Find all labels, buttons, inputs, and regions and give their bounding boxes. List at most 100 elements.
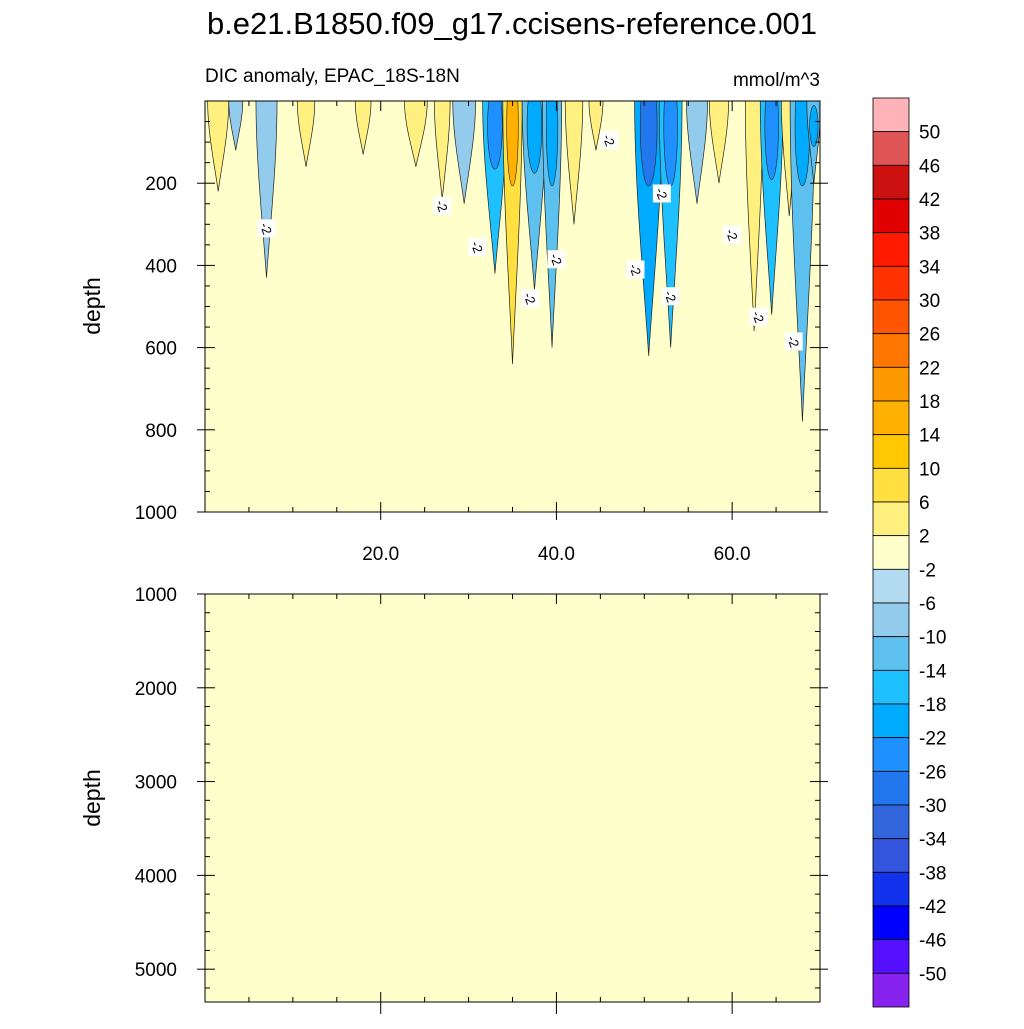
contour-label-8: -2: [661, 287, 680, 306]
colorbar-label-20: -30: [919, 796, 946, 817]
svg-text:-2: -2: [723, 227, 741, 243]
colorbar-box-13: [872, 535, 910, 570]
anomaly-core-19: [764, 101, 779, 180]
colorbar-box-14: [872, 568, 910, 604]
bottom-panel-background: [205, 594, 820, 1002]
contour-label-11: -2: [784, 332, 803, 351]
bottom-panel-frame: [204, 593, 821, 1003]
top-y-tick-label-4: 1000: [135, 503, 177, 524]
top-x-axis: 20.0 40.0 60.0: [248, 101, 821, 565]
colorbar-label-11: 6: [919, 493, 930, 514]
colorbar-box-19: [872, 737, 910, 772]
colorbar-label-23: -42: [919, 897, 946, 918]
bottom-y-axis: 1000 2000 3000 4000 5000: [135, 585, 828, 989]
colorbar-box-18: [872, 703, 910, 739]
top-x-tick-label-1: 40.0: [538, 544, 575, 565]
colorbar-box-22: [872, 838, 910, 873]
contour-label-9: -2: [723, 225, 742, 244]
colorbar-box-2: [872, 164, 910, 200]
colorbar-label-14: -6: [919, 594, 936, 615]
colorbar-box-6: [872, 299, 910, 335]
colorbar-label-25: -50: [919, 964, 946, 985]
svg-text:-2: -2: [749, 309, 767, 325]
colorbar: 50 46 42 38 34 30 26 22 18 14 10 6 2 -2 -6 -10 -14 -18 -22…: [872, 97, 947, 1008]
contour-label-0: -2: [257, 219, 276, 238]
colorbar-box-20: [872, 770, 910, 806]
colorbar-label-21: -34: [919, 830, 947, 851]
anomaly-band-13: [588, 101, 604, 151]
bottom-y-tick-label-4: 5000: [135, 960, 177, 981]
colorbar-label-22: -38: [919, 863, 946, 884]
anomaly-core-11: [545, 101, 559, 187]
colorbar-box-21: [872, 804, 910, 840]
panel-left-string: DIC anomaly, EPAC_18S-18N: [205, 66, 460, 87]
anomaly-core-22: [809, 105, 819, 147]
colorbar-box-24: [872, 905, 910, 941]
anomaly-band-12: [564, 101, 584, 225]
svg-text:-2: -2: [626, 262, 644, 278]
colorbar-label-19: -26: [919, 762, 946, 783]
top-y-axis-label: depth: [79, 277, 105, 335]
anomaly-band-7: [452, 101, 476, 204]
bottom-y-tick-label-3: 4000: [135, 866, 177, 887]
colorbar-box-9: [872, 400, 910, 436]
colorbar-label-17: -18: [919, 695, 946, 716]
svg-text:-2: -2: [661, 288, 679, 304]
colorbar-box-4: [872, 232, 910, 267]
colorbar-label-15: -10: [919, 628, 946, 649]
bottom-y-tick-label-2: 3000: [135, 773, 177, 794]
anomaly-band-5: [404, 101, 428, 167]
colorbar-box-17: [872, 669, 910, 705]
colorbar-box-25: [872, 939, 910, 974]
contour-label-4: -2: [547, 250, 566, 269]
colorbar-label-9: 14: [919, 426, 941, 447]
anomaly-core-10: [526, 101, 543, 174]
colorbar-box-3: [872, 198, 910, 234]
colorbar-box-15: [872, 602, 910, 638]
anomaly-core-9: [506, 101, 519, 187]
anomaly-band-21: [789, 101, 816, 422]
svg-text:-2: -2: [468, 239, 486, 255]
colorbar-label-10: 10: [919, 459, 940, 480]
top-y-axis: 200 400 600 800 1000: [135, 100, 828, 524]
svg-text:-2: -2: [433, 198, 451, 214]
colorbar-label-18: -22: [919, 729, 946, 750]
anomaly-core-15: [663, 101, 678, 187]
top-panel-frame: [204, 100, 821, 513]
colorbar-box-23: [872, 871, 910, 907]
contour-label-6: -2: [626, 260, 645, 279]
colorbar-label-6: 26: [919, 325, 940, 346]
colorbar-box-1: [872, 131, 910, 166]
svg-text:-2: -2: [600, 132, 618, 148]
panel-units: mmol/m^3: [733, 70, 820, 91]
chart-title: b.e21.B1850.f09_g17.ccisens-reference.00…: [207, 6, 817, 41]
anomaly-band-2: [255, 101, 278, 278]
colorbar-label-12: 2: [919, 527, 930, 548]
svg-text:-2: -2: [547, 251, 565, 267]
top-contour-labels: -2 -2 -2 -2 -2 -2 -2 -2 -2 -2 -2 -2: [257, 131, 803, 351]
colorbar-label-24: -46: [919, 931, 946, 952]
colorbar-box-8: [872, 366, 910, 402]
colorbar-label-2: 42: [919, 190, 940, 211]
bottom-y-tick-label-1: 2000: [135, 679, 177, 700]
colorbar-label-4: 34: [919, 257, 941, 278]
colorbar-box-0: [872, 97, 910, 133]
anomaly-band-17: [708, 101, 729, 184]
anomaly-band-4: [354, 101, 372, 155]
bottom-y-tick-label-0: 1000: [135, 585, 177, 606]
colorbar-label-5: 30: [919, 291, 940, 312]
anomaly-band-9: [502, 101, 523, 365]
contour-label-7: -2: [652, 184, 671, 203]
top-y-tick-label-3: 800: [145, 421, 177, 442]
colorbar-box-26: [872, 972, 910, 1008]
colorbar-box-10: [872, 434, 910, 469]
colorbar-label-0: 50: [919, 123, 940, 144]
colorbar-box-7: [872, 333, 910, 368]
bottom-y-axis-label: depth: [79, 769, 105, 827]
colorbar-label-16: -14: [919, 661, 947, 682]
colorbar-label-13: -2: [919, 560, 936, 581]
contour-label-10: -2: [749, 307, 768, 326]
anomaly-band-0: [207, 101, 230, 192]
svg-text:-2: -2: [521, 290, 539, 306]
